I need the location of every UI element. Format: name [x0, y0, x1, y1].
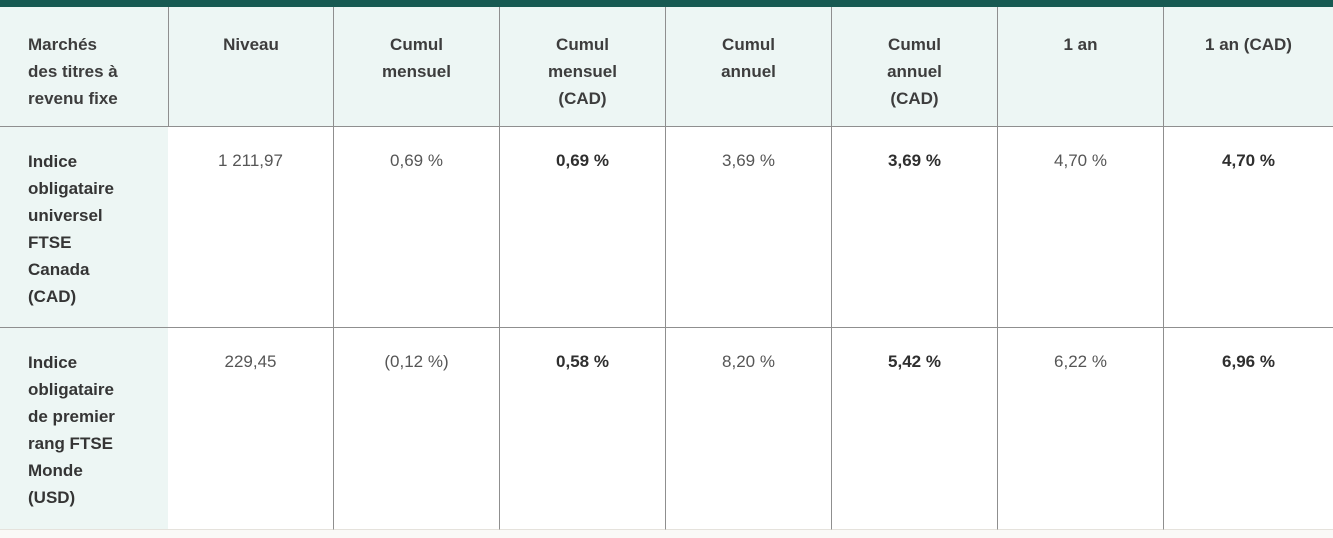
cell-monde-cumul-mensuel: (0,12 %): [333, 328, 499, 530]
row-label-indice-ftse-canada: Indice obligataire universel FTSE Canada…: [0, 127, 168, 328]
cell-canada-cumul-mensuel: 0,69 %: [333, 127, 499, 328]
cell-canada-1-an-cad: 4,70 %: [1163, 127, 1333, 328]
cell-canada-1-an: 4,70 %: [997, 127, 1163, 328]
cell-monde-1-an-cad: 6,96 %: [1163, 328, 1333, 530]
cell-monde-niveau: 229,45: [168, 328, 333, 530]
cell-canada-cumul-annuel-cad: 3,69 %: [831, 127, 997, 328]
header-cell-marches-titres-revenu-fixe: Marchés des titres à revenu fixe: [0, 7, 168, 127]
header-cell-cumul-annuel-cad: Cumul annuel (CAD): [831, 7, 997, 127]
cell-canada-cumul-annuel: 3,69 %: [665, 127, 831, 328]
header-cell-1-an-cad: 1 an (CAD): [1163, 7, 1333, 127]
table-top-accent-bar: [0, 0, 1333, 7]
cell-monde-cumul-mensuel-cad: 0,58 %: [499, 328, 665, 530]
header-cell-cumul-annuel: Cumul annuel: [665, 7, 831, 127]
header-cell-1-an: 1 an: [997, 7, 1163, 127]
row-label-indice-ftse-monde: Indice obligataire de premier rang FTSE …: [0, 328, 168, 530]
page-background-strip: [0, 530, 1333, 538]
table-grid: Marchés des titres à revenu fixe Niveau …: [0, 7, 1333, 530]
header-cell-cumul-mensuel-cad: Cumul mensuel (CAD): [499, 7, 665, 127]
header-cell-cumul-mensuel: Cumul mensuel: [333, 7, 499, 127]
cell-canada-cumul-mensuel-cad: 0,69 %: [499, 127, 665, 328]
cell-monde-cumul-annuel: 8,20 %: [665, 328, 831, 530]
cell-monde-cumul-annuel-cad: 5,42 %: [831, 328, 997, 530]
cell-monde-1-an: 6,22 %: [997, 328, 1163, 530]
cell-canada-niveau: 1 211,97: [168, 127, 333, 328]
header-cell-niveau: Niveau: [168, 7, 333, 127]
